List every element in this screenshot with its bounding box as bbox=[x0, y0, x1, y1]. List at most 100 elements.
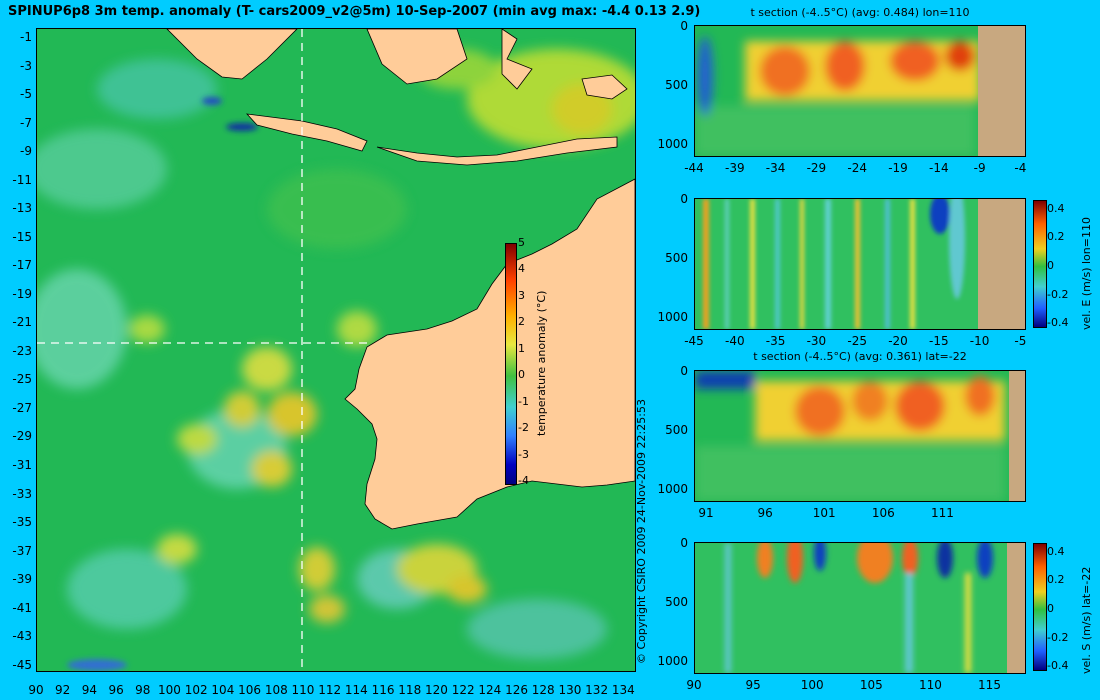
lat-tick-label: -1 bbox=[20, 30, 32, 44]
section-x-tick-label: 91 bbox=[698, 506, 714, 520]
vel-e-colorbar-label: vel. E (m/s) lon=110 bbox=[1080, 217, 1093, 330]
lat-tick-label: -41 bbox=[12, 600, 32, 615]
lon-tick-label: 114 bbox=[344, 683, 368, 697]
lon-tick-label: 98 bbox=[135, 683, 151, 697]
section-x-tick-label: -39 bbox=[724, 161, 745, 175]
sulawesi-land bbox=[501, 29, 533, 90]
vel-e-colorbar-ticks: 0.4 0.2 0 -0.2 -0.4 bbox=[1047, 203, 1073, 333]
lon-tick-label: 116 bbox=[371, 683, 395, 697]
section-x-tick-label: -9 bbox=[973, 161, 986, 175]
lat-tick-label: -31 bbox=[12, 458, 32, 472]
section-x-tick-label: -15 bbox=[928, 334, 949, 348]
lon-tick-label: 106 bbox=[238, 683, 262, 697]
depth-tick-label: 500 bbox=[665, 423, 688, 437]
lat-tick-label: -7 bbox=[20, 115, 32, 130]
lat-tick-label: -29 bbox=[12, 429, 32, 444]
lon-tick-label: 100 bbox=[158, 683, 181, 697]
depth-tick-label: 500 bbox=[665, 595, 688, 609]
depth-tick-label: 1000 bbox=[657, 310, 688, 324]
colorbar-tick: 3 bbox=[518, 289, 525, 302]
section-x-tick-label: -34 bbox=[765, 161, 786, 175]
lat-tick-label: -9 bbox=[20, 144, 32, 159]
lat-tick-label: -13 bbox=[12, 201, 32, 216]
t-section-lon110[interactable] bbox=[694, 25, 1026, 157]
section-x-tick-label: -20 bbox=[888, 334, 908, 348]
lon-tick-label: 112 bbox=[318, 683, 342, 697]
lon-tick-label: 110 bbox=[291, 683, 315, 697]
section-x-tick-label: -40 bbox=[724, 334, 745, 348]
colorbar-tick: -1 bbox=[518, 395, 529, 408]
colorbar-tick: 0 bbox=[1047, 602, 1054, 615]
java-land bbox=[245, 113, 368, 152]
lat-tick-label: -19 bbox=[12, 286, 32, 301]
section-x-tick-label: 115 bbox=[978, 678, 1001, 692]
depth-tick-label: 0 bbox=[680, 192, 688, 206]
lon-tick-label: 102 bbox=[184, 683, 208, 697]
lon-tick-label: 124 bbox=[478, 683, 502, 697]
lon-tick-label: 92 bbox=[55, 683, 71, 697]
lon-tick-label: 130 bbox=[558, 683, 582, 697]
panel1-title: t section (-4..5°C) (avg: 0.484) lon=110 bbox=[750, 6, 970, 19]
lon-tick-label: 128 bbox=[531, 683, 555, 697]
section-x-tick-label: 100 bbox=[800, 678, 824, 692]
lat-tick-label: -25 bbox=[12, 372, 32, 387]
lon-tick-label: 96 bbox=[108, 683, 124, 697]
section-x-tick-label: 106 bbox=[871, 506, 895, 520]
section-x-tick-label: 96 bbox=[757, 506, 773, 520]
lon-tick-label: 108 bbox=[264, 683, 288, 697]
colorbar-label: temperature anomaly (°C) bbox=[535, 290, 548, 436]
timor-land bbox=[581, 74, 628, 100]
lat-tick-label: -23 bbox=[12, 343, 32, 358]
vel-e-colorbar bbox=[1033, 200, 1047, 328]
colorbar-tick: 0.2 bbox=[1047, 573, 1065, 586]
t-section-lat22[interactable] bbox=[694, 370, 1026, 502]
sumatra-land bbox=[166, 29, 298, 80]
temperature-anomaly-map[interactable] bbox=[36, 28, 636, 672]
section-x-tick-label: -10 bbox=[969, 334, 990, 348]
section-x-tick-label: -35 bbox=[765, 334, 786, 348]
colorbar-tick: 1 bbox=[518, 342, 525, 355]
lat-tick-label: -3 bbox=[20, 58, 32, 73]
lat-tick-label: -11 bbox=[12, 172, 32, 187]
lon-tick-label: 132 bbox=[585, 683, 609, 697]
lat-tick-label: -21 bbox=[12, 315, 32, 330]
section-x-tick-label: 90 bbox=[686, 678, 702, 692]
section-x-tick-label: -30 bbox=[806, 334, 827, 348]
colorbar-tick: 0.4 bbox=[1047, 545, 1065, 558]
colorbar-tick: -0.4 bbox=[1047, 659, 1069, 672]
lat-tick-label: -33 bbox=[12, 486, 32, 501]
section-x-tick-label: -14 bbox=[928, 161, 949, 175]
colorbar-tick: -0.4 bbox=[1047, 316, 1069, 329]
section-x-tick-label: 95 bbox=[745, 678, 761, 692]
section-x-tick-label: -44 bbox=[684, 161, 704, 175]
depth-tick-label: 500 bbox=[665, 78, 688, 92]
colorbar-tick: -0.2 bbox=[1047, 288, 1069, 301]
lat-tick-label: -17 bbox=[12, 258, 32, 273]
colorbar-tick: -4 bbox=[518, 474, 529, 487]
copyright-text: © Copyright CSIRO 2009 24-Nov-2009 22:25… bbox=[635, 399, 648, 664]
colorbar-tick: 0 bbox=[1047, 259, 1054, 272]
land-masses bbox=[166, 29, 635, 530]
vel-s-colorbar-ticks: 0.4 0.2 0 -0.2 -0.4 bbox=[1047, 546, 1073, 676]
lon-tick-label: 122 bbox=[451, 683, 475, 697]
page-title: SPINUP6p8 3m temp. anomaly (T- cars2009_… bbox=[8, 4, 701, 19]
lon-tick-label: 90 bbox=[28, 683, 44, 697]
depth-tick-label: 0 bbox=[680, 536, 688, 550]
section-x-tick-label: -19 bbox=[888, 161, 908, 175]
colorbar-tick: 0.2 bbox=[1047, 230, 1065, 243]
islands-land bbox=[376, 136, 618, 166]
vel-s-section-lat22[interactable] bbox=[694, 542, 1026, 674]
depth-tick-label: 0 bbox=[680, 19, 688, 33]
colorbar-tick: 0.4 bbox=[1047, 202, 1065, 215]
lat-tick-label: -15 bbox=[12, 229, 32, 244]
section-x-tick-label: -4 bbox=[1014, 161, 1027, 175]
colorbar-tick: 2 bbox=[518, 315, 525, 328]
lat-tick-label: -39 bbox=[12, 572, 32, 587]
vel-e-section-lon110[interactable] bbox=[694, 198, 1026, 330]
cold-spots bbox=[67, 97, 258, 671]
lat-tick-label: -43 bbox=[12, 629, 32, 644]
vel-s-colorbar-label: vel. S (m/s) lat=-22 bbox=[1080, 566, 1093, 674]
lon-tick-label: 126 bbox=[505, 683, 528, 697]
panel3-title: t section (-4..5°C) (avg: 0.361) lat=-22 bbox=[753, 350, 967, 363]
lat-tick-label: -45 bbox=[12, 657, 32, 672]
